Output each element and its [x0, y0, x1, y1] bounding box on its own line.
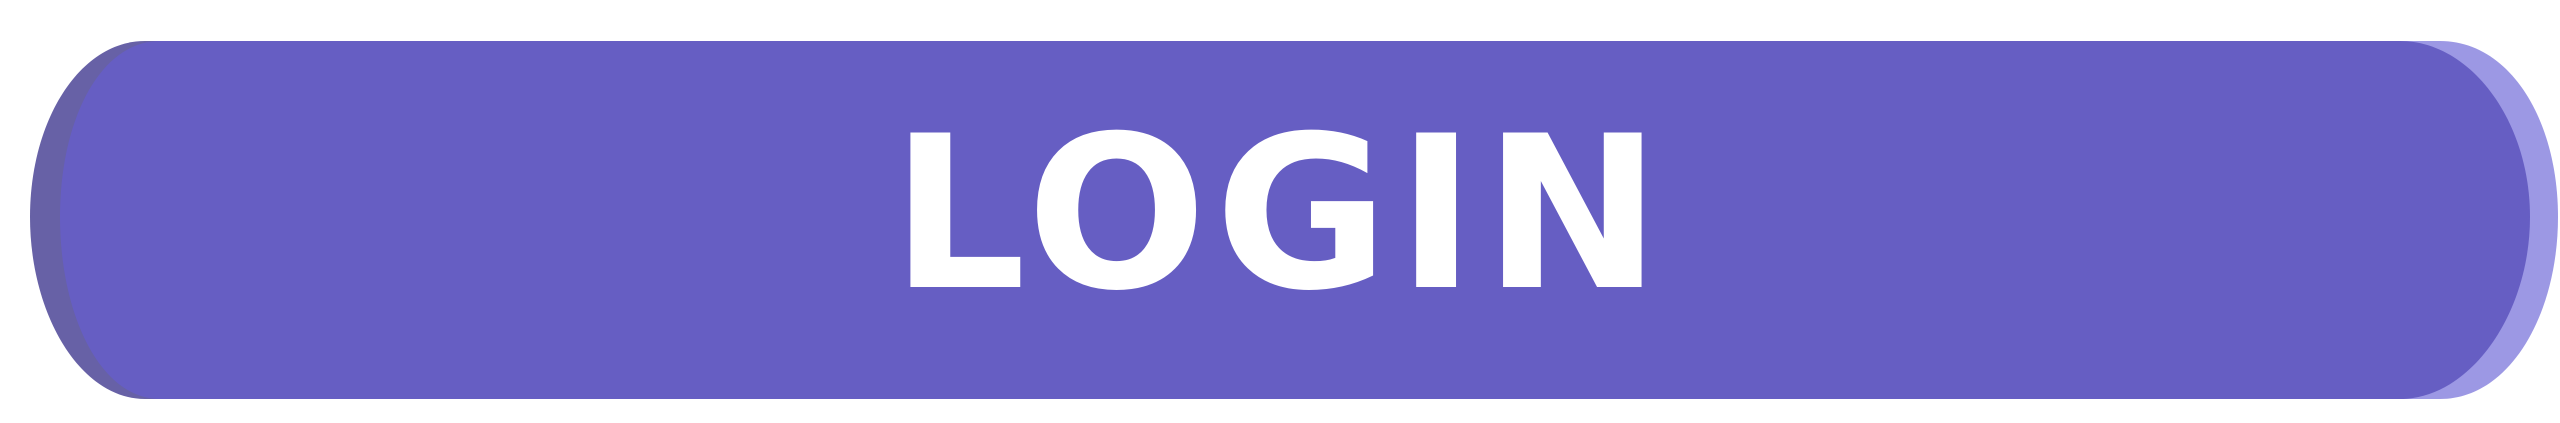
button-face	[60, 41, 2530, 399]
